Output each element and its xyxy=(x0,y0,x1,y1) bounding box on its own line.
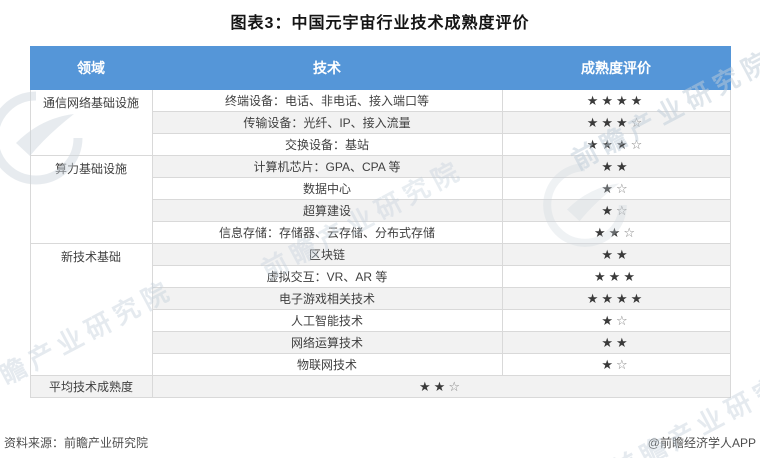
star-rating-empty: ☆ xyxy=(616,356,631,372)
field-group-cell: 算力基础设施 xyxy=(29,155,153,244)
star-rating-empty: ☆ xyxy=(448,378,463,394)
star-rating-empty: ☆ xyxy=(623,224,638,240)
table-row: 物联网技术 ★☆ xyxy=(30,353,731,376)
table-row: 通信网络基础设施 终端设备：电话、非电话、接入端口等 ★★★★ xyxy=(29,89,731,156)
star-rating-filled: ★★★ xyxy=(586,114,631,130)
star-rating-filled: ★★ xyxy=(601,334,631,350)
star-rating-filled: ★★★ xyxy=(586,136,631,152)
field-group-cell: 新技术基础 xyxy=(29,243,153,376)
table-row: 新技术基础 区块链 ★★ xyxy=(29,243,731,376)
star-rating-filled: ★ xyxy=(601,356,616,372)
star-rating-empty: ☆ xyxy=(616,180,631,196)
stars-cell: ★★☆ xyxy=(151,375,731,398)
header-maturity: 成熟度评价 xyxy=(501,46,731,90)
tech-cell: 物联网技术 xyxy=(151,353,503,376)
tech-cell: 网络运算技术 xyxy=(151,331,503,354)
star-rating-filled: ★★ xyxy=(601,246,631,262)
star-rating-filled: ★★ xyxy=(601,158,631,174)
table-row: 电子游戏相关技术 ★★★★ xyxy=(30,287,731,310)
tech-cell: 计算机芯片：GPA、CPA 等 xyxy=(151,155,503,178)
stars-cell: ★★☆ xyxy=(501,221,731,244)
summary-label-cell: 平均技术成熟度 xyxy=(29,375,153,398)
star-rating-filled: ★ xyxy=(601,312,616,328)
table-row: 超算建设 ★☆ xyxy=(30,199,731,222)
field-group-cell: 通信网络基础设施 xyxy=(29,89,153,156)
tech-cell: 交换设备：基站 xyxy=(151,133,503,156)
star-rating-filled: ★★★★ xyxy=(586,290,646,306)
tech-cell: 数据中心 xyxy=(151,177,503,200)
star-rating-filled: ★ xyxy=(601,180,616,196)
header-row: 领域 技术 成熟度评价 xyxy=(29,46,731,90)
tech-cell: 超算建设 xyxy=(151,199,503,222)
table-body: 通信网络基础设施 终端设备：电话、非电话、接入端口等 ★★★★ 传输设备：光纤、IP、… xyxy=(29,89,731,398)
chart-title: 图表3：中国元宇宙行业技术成熟度评价 xyxy=(230,15,530,32)
table-row: 信息存储：存储器、云存储、分布式存储 ★★☆ xyxy=(30,221,731,244)
tech-cell: 信息存储：存储器、云存储、分布式存储 xyxy=(151,221,503,244)
header-tech: 技术 xyxy=(151,46,503,90)
stars-cell: ★★ xyxy=(501,243,731,266)
header-field: 领域 xyxy=(29,46,153,90)
stars-cell: ★★★☆ xyxy=(501,133,731,156)
star-rating-empty: ☆ xyxy=(630,114,646,130)
table-row: 虚拟交互：VR、AR 等 ★★★ xyxy=(30,265,731,288)
stars-cell: ★☆ xyxy=(501,199,731,222)
table-header: 领域 技术 成熟度评价 xyxy=(29,46,731,90)
tech-cell: 人工智能技术 xyxy=(151,309,503,332)
stars-cell: ★★ xyxy=(501,331,731,354)
star-rating-filled: ★★★ xyxy=(594,268,638,284)
star-rating-empty: ☆ xyxy=(616,312,631,328)
tech-cell: 终端设备：电话、非电话、接入端口等 xyxy=(151,89,503,112)
tech-cell: 电子游戏相关技术 xyxy=(151,287,503,310)
star-rating-filled: ★ xyxy=(601,202,616,218)
star-rating-filled: ★★★★ xyxy=(586,92,646,108)
stars-cell: ★★★★ xyxy=(501,89,731,112)
table-row: 数据中心 ★☆ xyxy=(30,177,731,200)
stars-cell: ★★★ xyxy=(501,265,731,288)
tech-cell: 传输设备：光纤、IP、接入流量 xyxy=(151,111,503,134)
table-row: 人工智能技术 ★☆ xyxy=(30,309,731,332)
table-row: 传输设备：光纤、IP、接入流量 ★★★☆ xyxy=(30,111,731,134)
stars-cell: ★★★★ xyxy=(501,287,731,310)
stars-cell: ★★ xyxy=(501,155,731,178)
source-note: 资料来源：前瞻产业研究院 xyxy=(4,436,149,450)
summary-row: 平均技术成熟度 ★★☆ xyxy=(29,375,731,398)
credit-note: @前瞻经济学人APP xyxy=(647,436,756,450)
tech-cell: 虚拟交互：VR、AR 等 xyxy=(151,265,503,288)
star-rating-empty: ☆ xyxy=(616,202,631,218)
star-rating-filled: ★★ xyxy=(419,378,449,394)
table-row: 交换设备：基站 ★★★☆ xyxy=(30,133,731,156)
tech-cell: 区块链 xyxy=(151,243,503,266)
star-rating-filled: ★★ xyxy=(594,224,624,240)
stars-cell: ★★★☆ xyxy=(501,111,731,134)
stars-cell: ★☆ xyxy=(501,353,731,376)
star-rating-empty: ☆ xyxy=(630,136,646,152)
table-row: 网络运算技术 ★★ xyxy=(30,331,731,354)
table-row: 算力基础设施 计算机芯片：GPA、CPA 等 ★★ xyxy=(29,155,731,244)
stars-cell: ★☆ xyxy=(501,177,731,200)
maturity-table: 领域 技术 成熟度评价 通信网络基础设施 终端设备：电话、非电话、接入端口等 ★★★… xyxy=(29,46,731,398)
stars-cell: ★☆ xyxy=(501,309,731,332)
